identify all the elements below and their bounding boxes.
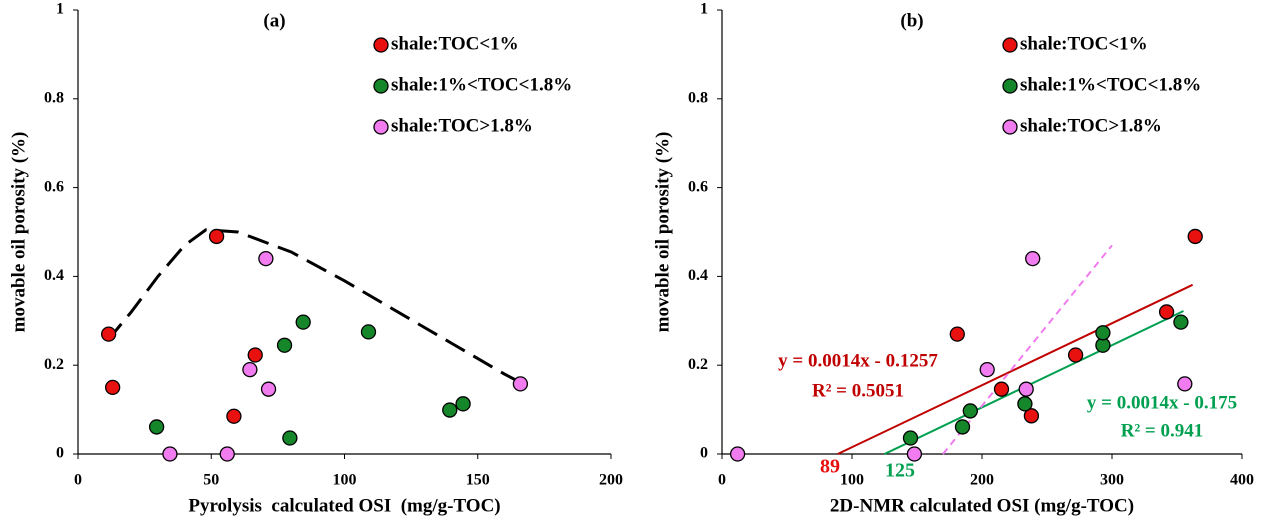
annotation: y = 0.0014x - 0.1257 [778, 350, 938, 371]
y-tick-label: 1 [700, 1, 708, 18]
data-point [247, 347, 263, 363]
y-tick-label: 0.8 [44, 89, 64, 106]
trendline [942, 244, 1113, 455]
data-point [954, 419, 971, 435]
y-tick-label: 0.6 [44, 178, 64, 195]
data-point [979, 361, 995, 378]
data-point [729, 446, 746, 462]
legend-label: shale:TOC>1.8% [391, 115, 533, 136]
data-point [100, 326, 117, 342]
legend-marker [373, 78, 389, 94]
y-axis-label: movable oil porosity (%) [8, 132, 29, 333]
data-point [260, 381, 277, 397]
x-tick-label: 100 [333, 472, 357, 489]
x-tick-label: 0 [718, 472, 726, 489]
legend-marker [1002, 78, 1018, 94]
data-point [1187, 228, 1203, 245]
data-point [295, 314, 311, 330]
legend-label: shale:TOC>1.8% [1020, 115, 1162, 136]
trendline [106, 228, 527, 387]
data-point [276, 337, 293, 353]
legend-marker [1002, 119, 1018, 135]
data-point [962, 403, 978, 419]
x-axis-label: 2D-NMR calculated OSI (mg/g-TOC) [830, 495, 1134, 516]
legend-marker [1002, 37, 1018, 53]
x-tick-label: 200 [970, 472, 994, 489]
x-tick-label: 200 [599, 472, 623, 489]
y-tick-label: 0.2 [44, 356, 64, 373]
chart-title: (b) [900, 10, 923, 31]
data-point [1023, 408, 1040, 424]
data-point [258, 250, 274, 267]
data-point [219, 446, 235, 462]
data-point [993, 381, 1010, 397]
y-tick-label: 0.6 [688, 178, 708, 195]
data-point [162, 446, 178, 462]
annotation: R² = 0.941 [1121, 420, 1204, 441]
y-tick-label: 0 [56, 445, 64, 462]
y-tick-label: 0.2 [688, 356, 708, 373]
legend-label: shale:1%<TOC<1.8% [391, 74, 572, 95]
legend-label: shale:1%<TOC<1.8% [1020, 74, 1201, 95]
data-point [512, 376, 529, 392]
data-point [442, 402, 458, 418]
data-point [1025, 250, 1041, 267]
data-point [148, 419, 165, 435]
data-point [902, 430, 919, 446]
legend-label: shale:TOC<1% [391, 33, 519, 54]
data-point [906, 446, 923, 462]
y-tick-label: 0 [700, 445, 708, 462]
legend-marker [373, 119, 389, 135]
legend-marker [373, 37, 389, 53]
annotation: R² = 0.5051 [812, 380, 904, 401]
annotation: y = 0.0014x - 0.175 [1087, 392, 1237, 413]
subplot: 0 0.2 0.4 0.6 0.8 1 0 100 200 300 400 (b) 2D-NMR cal… [652, 1, 1254, 517]
data-point [208, 228, 225, 245]
data-point [104, 379, 121, 396]
data-point [242, 361, 258, 378]
x-tick-label: 150 [466, 472, 490, 489]
trendline [884, 310, 1184, 455]
trendline [837, 283, 1194, 455]
x-axis-label: Pyrolysis calculated OSI (mg/g-TOC) [188, 495, 500, 516]
subplot: 0 0.2 0.4 0.6 0.8 1 0 50 100 150 200 (a) Pyrolysis c… [8, 1, 623, 517]
annotation: 125 [885, 460, 915, 482]
y-tick-label: 0.4 [688, 267, 708, 284]
data-point [282, 430, 298, 446]
data-point [1173, 314, 1189, 330]
y-tick-label: 1 [56, 1, 64, 18]
data-point [226, 408, 242, 424]
data-point [1018, 381, 1034, 397]
x-tick-label: 50 [203, 472, 219, 489]
data-point [949, 326, 965, 342]
data-point [1017, 396, 1033, 412]
legend-label: shale:TOC<1% [1020, 33, 1148, 54]
y-tick-label: 0.8 [688, 89, 708, 106]
data-point [455, 396, 471, 412]
x-tick-label: 100 [840, 472, 864, 489]
data-point [1095, 325, 1111, 341]
y-tick-label: 0.4 [44, 267, 64, 284]
data-point [360, 324, 377, 340]
x-tick-label: 300 [1100, 472, 1124, 489]
x-tick-label: 400 [1230, 472, 1254, 489]
data-point [1067, 347, 1084, 363]
annotation: 89 [820, 456, 840, 478]
data-point [1158, 304, 1175, 320]
y-axis-label: movable oil porosity (%) [652, 132, 673, 333]
data-point [1177, 376, 1193, 392]
chart-title: (a) [263, 10, 285, 31]
x-tick-label: 0 [74, 472, 82, 489]
